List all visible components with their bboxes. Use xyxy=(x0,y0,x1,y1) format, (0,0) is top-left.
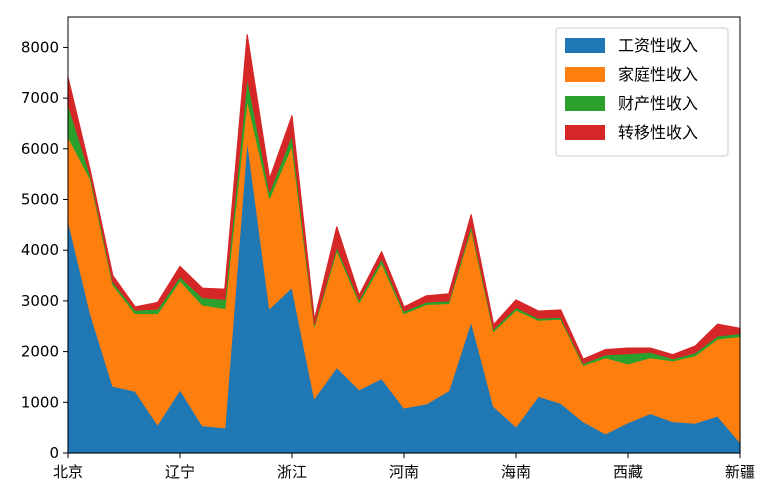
axes-group: 0 1000 2000 3000 4000 5000 6000 7000 8000 北京 辽宁 浙江 河… xyxy=(21,16,755,481)
legend-swatch xyxy=(565,125,605,140)
x-tick-label: 北京 xyxy=(53,463,83,481)
legend-swatch xyxy=(565,96,605,111)
y-tick-label: 5000 xyxy=(21,191,59,209)
legend-swatch xyxy=(565,38,605,53)
y-tick-label: 6000 xyxy=(21,140,59,158)
x-tick-label: 辽宁 xyxy=(165,463,195,481)
legend-label: 转移性收入 xyxy=(618,123,698,142)
y-tick-label: 3000 xyxy=(21,292,59,310)
y-tick-label: 4000 xyxy=(21,241,59,259)
y-tick-label: 0 xyxy=(49,444,59,462)
y-tick-label: 1000 xyxy=(21,393,59,411)
y-tick-label: 8000 xyxy=(21,38,59,56)
legend-label: 工资性收入 xyxy=(618,36,698,55)
legend-label: 家庭性收入 xyxy=(618,65,698,84)
legend-label: 财产性收入 xyxy=(618,94,698,113)
legend-frame xyxy=(555,27,729,157)
legend-swatch xyxy=(565,67,605,82)
x-tick-label: 新疆 xyxy=(725,463,755,481)
x-tick-label: 西藏 xyxy=(613,463,643,481)
y-tick-label: 7000 xyxy=(21,89,59,107)
x-tick-label: 海南 xyxy=(501,463,531,481)
y-tick-label: 2000 xyxy=(21,343,59,361)
x-tick-label: 浙江 xyxy=(277,463,307,481)
x-tick-label: 河南 xyxy=(389,463,419,481)
